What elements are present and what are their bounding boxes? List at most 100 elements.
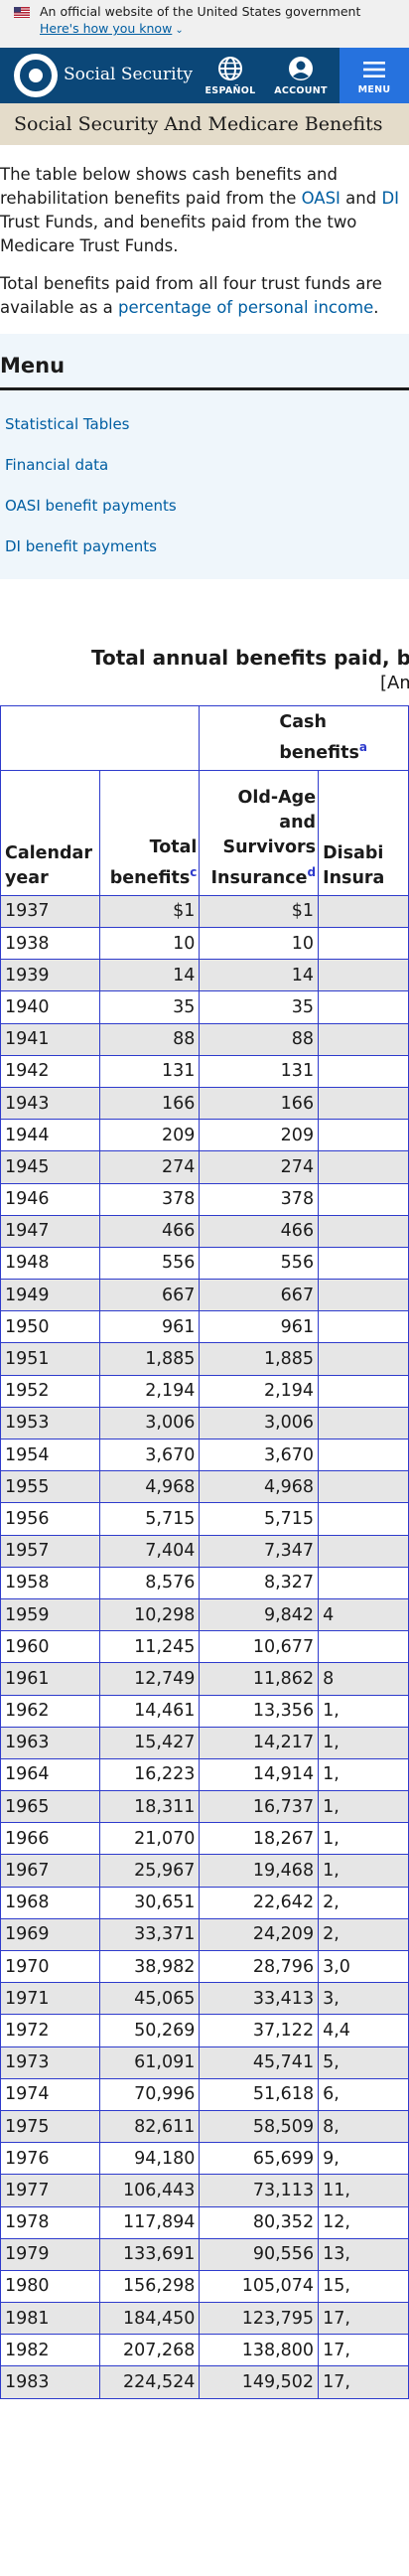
- table-row: 1980 156,298 105,074 15,: [0, 2269, 409, 2304]
- cell-total: 38,982: [99, 1950, 201, 1984]
- cell-total: 82,611: [99, 2109, 201, 2144]
- table-corner-cell: [0, 705, 201, 771]
- site-brand[interactable]: Social Security: [64, 65, 193, 84]
- cell-oasi: 1,885: [199, 1342, 320, 1376]
- cell-year: 1974: [0, 2077, 101, 2111]
- column-header-oasi: Old-Age and Survivors Insuranced: [199, 769, 320, 896]
- espanol-button[interactable]: ESPAÑOL: [196, 48, 265, 103]
- cell-oasi: 105,074: [199, 2269, 320, 2304]
- cell-di: 1,: [318, 1726, 409, 1759]
- cell-oasi: 51,618: [199, 2077, 320, 2111]
- menu-label: MENU: [357, 84, 391, 95]
- cell-di: 1,: [318, 1822, 409, 1856]
- gov-banner: An official website of the United States…: [0, 0, 409, 48]
- table-row: 1956 5,715 5,715: [0, 1502, 409, 1536]
- cell-year: 1955: [0, 1470, 101, 1504]
- intro-text: The table below shows cash benefits and …: [0, 165, 338, 208]
- cell-di: 2,: [318, 1886, 409, 1919]
- cell-year: 1962: [0, 1694, 101, 1728]
- cell-year: 1981: [0, 2302, 101, 2336]
- table-subtitle: [Am: [380, 673, 409, 693]
- cell-oasi: 9,842: [199, 1597, 320, 1632]
- cell-total: 88: [99, 1022, 201, 1056]
- cell-di: 4,4: [318, 2014, 409, 2047]
- cell-oasi: 10: [199, 927, 320, 961]
- menu-button[interactable]: MENU: [340, 48, 409, 103]
- oasi-link[interactable]: OASI: [301, 189, 341, 208]
- cell-year: 1952: [0, 1374, 101, 1408]
- di-link[interactable]: DI: [381, 189, 400, 208]
- cell-oasi: 33,413: [199, 1982, 320, 2016]
- site-header: Social Security ESPAÑOL ACCOUNT MENU: [0, 48, 409, 103]
- cell-total: $1: [99, 894, 201, 929]
- cell-year: 1938: [0, 927, 101, 961]
- cell-di: 8,: [318, 2109, 409, 2144]
- cell-di: 1,: [318, 1694, 409, 1728]
- table-row: 1971 45,065 33,413 3,: [0, 1982, 409, 2016]
- cell-oasi: 28,796: [199, 1950, 320, 1984]
- cell-year: 1975: [0, 2109, 101, 2144]
- cell-total: 1,885: [99, 1342, 201, 1376]
- cell-oasi: 80,352: [199, 2205, 320, 2239]
- footnote-a-link[interactable]: a: [358, 740, 367, 754]
- cell-oasi: 65,699: [199, 2142, 320, 2176]
- cell-oasi: 35: [199, 990, 320, 1024]
- cell-year: 1937: [0, 894, 101, 929]
- cell-total: 5,715: [99, 1502, 201, 1536]
- menu-link-di-benefit-payments[interactable]: DI benefit payments: [5, 537, 157, 555]
- cell-oasi: $1: [199, 894, 320, 929]
- cell-year: 1968: [0, 1886, 101, 1919]
- cell-di: [318, 1439, 409, 1472]
- cell-total: 156,298: [99, 2269, 201, 2304]
- intro-text: and: [340, 189, 382, 208]
- cell-year: 1950: [0, 1310, 101, 1344]
- hamburger-icon: [363, 62, 385, 77]
- cell-oasi: 149,502: [199, 2365, 320, 2399]
- menu-item: OASI benefit payments: [0, 486, 409, 527]
- cell-di: 17,: [318, 2302, 409, 2336]
- cell-year: 1977: [0, 2174, 101, 2207]
- cell-total: 8,576: [99, 1566, 201, 1599]
- table-row: 1947 466 466: [0, 1214, 409, 1248]
- official-site-text: An official website of the United States…: [40, 4, 361, 19]
- cell-year: 1971: [0, 1982, 101, 2016]
- table-row: 1960 11,245 10,677: [0, 1630, 409, 1664]
- menu-link-oasi-benefit-payments[interactable]: OASI benefit payments: [5, 497, 177, 515]
- cell-total: 18,311: [99, 1790, 201, 1824]
- cell-oasi: 4,968: [199, 1470, 320, 1504]
- table-row: 1963 15,427 14,217 1,: [0, 1726, 409, 1759]
- menu-link-statistical-tables[interactable]: Statistical Tables: [5, 415, 130, 433]
- cell-di: 1,: [318, 1757, 409, 1792]
- cell-total: 30,651: [99, 1886, 201, 1919]
- cash-benefits-label: Cash benefits: [279, 712, 359, 763]
- menu-item: DI benefit payments: [0, 527, 409, 567]
- cell-oasi: 16,737: [199, 1790, 320, 1824]
- intro-paragraph-2: Total benefits paid from all four trust …: [0, 272, 409, 320]
- cell-oasi: 7,347: [199, 1534, 320, 1568]
- table-title: Total annual benefits paid, by: [91, 646, 409, 670]
- percentage-of-personal-income-link[interactable]: percentage of personal income: [118, 298, 374, 317]
- cell-di: [318, 1086, 409, 1121]
- table-row: 1955 4,968 4,968: [0, 1470, 409, 1504]
- cell-total: 166: [99, 1086, 201, 1121]
- ssa-logo[interactable]: [14, 54, 58, 97]
- menu-link-financial-data[interactable]: Financial data: [5, 456, 109, 474]
- footnote-c-link[interactable]: c: [190, 865, 198, 879]
- heres-how-you-know-link[interactable]: Here's how you know ⌄: [40, 21, 184, 36]
- account-button[interactable]: ACCOUNT: [266, 48, 336, 103]
- cash-benefits-header: Cash benefitsa: [199, 705, 409, 771]
- cell-di: [318, 1119, 409, 1152]
- cell-year: 1978: [0, 2205, 101, 2239]
- footnote-d-link[interactable]: d: [307, 865, 317, 879]
- cell-total: 35: [99, 990, 201, 1024]
- cell-total: 11,245: [99, 1630, 201, 1664]
- cell-di: [318, 1534, 409, 1568]
- cell-year: 1967: [0, 1854, 101, 1888]
- table-row: 1978 117,894 80,352 12,: [0, 2205, 409, 2239]
- cell-year: 1969: [0, 1917, 101, 1952]
- cell-total: 21,070: [99, 1822, 201, 1856]
- cell-oasi: 466: [199, 1214, 320, 1248]
- cell-di: [318, 1022, 409, 1056]
- intro-text: .: [373, 298, 379, 317]
- table-row: 1966 21,070 18,267 1,: [0, 1822, 409, 1856]
